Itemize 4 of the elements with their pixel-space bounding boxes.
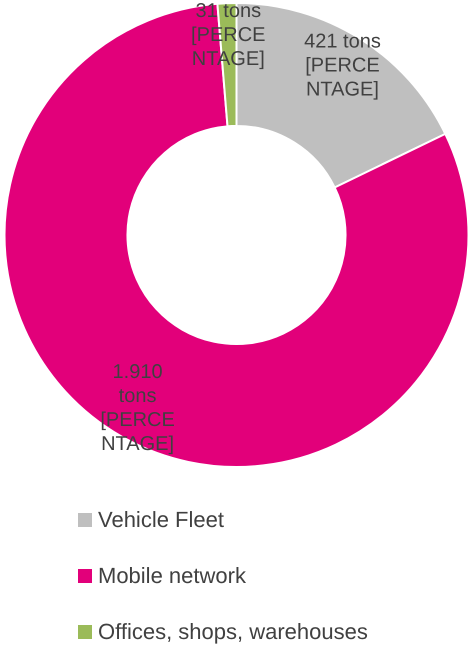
legend-label: Mobile network <box>98 563 246 589</box>
data-label: 421 tons [PERCENTAGE] <box>304 30 381 100</box>
legend-label: Vehicle Fleet <box>98 507 224 533</box>
legend-label: Offices, shops, warehouses <box>98 619 368 645</box>
